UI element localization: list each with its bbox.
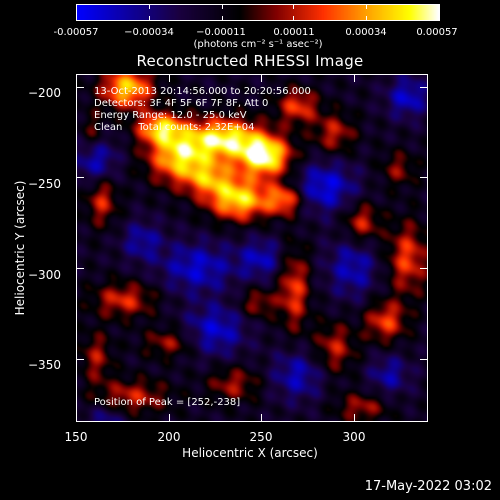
- colorbar-tick-label: 0.00011: [273, 27, 315, 38]
- annotation-energy-range: Energy Range: 12.0 - 25.0 keV: [94, 110, 247, 121]
- annotation-clean-counts: Clean Total counts: 2.32E+04: [94, 122, 255, 133]
- plot-area: [76, 74, 428, 422]
- axis-tick-mark: [76, 74, 77, 82]
- heatmap-image: [77, 75, 427, 421]
- x-tick-label: 150: [64, 430, 88, 444]
- colorbar-tick-label: -0.00057: [53, 27, 99, 38]
- x-tick-label: 300: [342, 430, 366, 444]
- annotation-peak-position: Position of Peak = [252,-238]: [94, 397, 241, 408]
- y-axis-label: Heliocentric Y (arcsec): [13, 180, 27, 316]
- colorbar-tick-mark: [76, 4, 77, 9]
- colorbar-tick-mark: [222, 16, 224, 21]
- axis-tick-mark: [420, 86, 428, 88]
- axis-tick-mark: [168, 74, 170, 82]
- axis-tick-mark: [76, 86, 84, 88]
- chart-title: Reconstructed RHESSI Image: [136, 52, 364, 70]
- annotation-detectors: Detectors: 3F 4F 5F 6F 7F 8F, Att 0: [94, 98, 269, 109]
- axis-tick-mark: [168, 414, 170, 422]
- x-axis-label: Heliocentric X (arcsec): [182, 446, 318, 460]
- colorbar-tick-mark: [76, 16, 77, 21]
- colorbar-tick-mark: [222, 4, 224, 9]
- axis-tick-mark: [420, 267, 428, 269]
- colorbar-tick-label: 0.00057: [416, 27, 458, 38]
- colorbar-tick-mark: [439, 16, 440, 21]
- colorbar-tick-mark: [149, 4, 151, 9]
- y-tick-label: −200: [28, 86, 61, 100]
- colorbar-tick-mark: [365, 4, 367, 9]
- axis-tick-mark: [261, 414, 263, 422]
- colorbar-tick-label: 0.00034: [345, 27, 387, 38]
- axis-tick-mark: [261, 74, 263, 82]
- x-tick-label: 200: [157, 430, 181, 444]
- axis-tick-mark: [76, 358, 84, 360]
- colorbar: [76, 4, 440, 21]
- colorbar-tick-label: −0.00011: [196, 27, 246, 38]
- render-timestamp: 17-May-2022 03:02: [364, 479, 492, 494]
- axis-tick-mark: [353, 414, 355, 422]
- y-tick-label: −300: [28, 268, 61, 282]
- colorbar-unit-label: (photons cm⁻² s⁻¹ asec⁻²): [193, 39, 323, 50]
- colorbar-tick-mark: [439, 4, 440, 9]
- axis-tick-mark: [76, 414, 77, 422]
- colorbar-tick-mark: [365, 16, 367, 21]
- colorbar-gradient: [77, 5, 439, 20]
- colorbar-tick-mark: [292, 4, 294, 9]
- annotation-time-range: 13-Oct-2013 20:14:56.000 to 20:20:56.000: [94, 86, 311, 97]
- y-tick-label: −250: [28, 177, 61, 191]
- y-tick-label: −350: [28, 358, 61, 372]
- x-tick-label: 250: [249, 430, 273, 444]
- colorbar-tick-mark: [292, 16, 294, 21]
- axis-tick-mark: [420, 358, 428, 360]
- axis-tick-mark: [76, 177, 84, 179]
- colorbar-tick-mark: [149, 16, 151, 21]
- axis-tick-mark: [76, 267, 84, 269]
- axis-tick-mark: [353, 74, 355, 82]
- colorbar-tick-label: −0.00034: [124, 27, 174, 38]
- axis-tick-mark: [420, 177, 428, 179]
